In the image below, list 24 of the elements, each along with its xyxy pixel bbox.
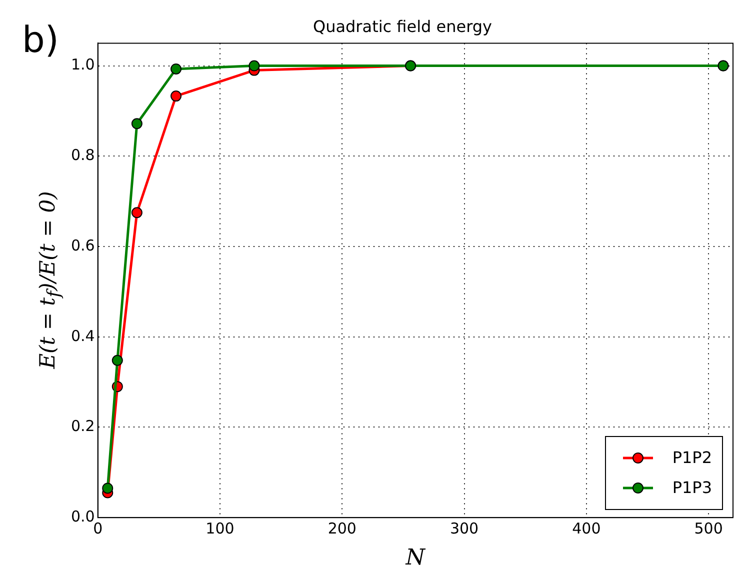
point — [170, 63, 182, 74]
y-tick-label: 0.2 — [70, 417, 95, 436]
y-tick-label: 0.4 — [70, 326, 95, 345]
x-tick-label: 400 — [572, 519, 601, 538]
point — [248, 60, 260, 72]
x-tick-label: 500 — [694, 519, 723, 538]
point — [131, 118, 142, 130]
point — [112, 354, 123, 366]
y-tick-label: 0.0 — [70, 507, 95, 526]
y-tick-label: 0.6 — [70, 236, 95, 254]
x-axis-title: N — [404, 546, 426, 571]
x-tick-label: 0 — [93, 519, 103, 538]
legend-label: P1P3 — [672, 478, 712, 498]
legend-label: P1P2 — [672, 448, 712, 468]
x-tick-label: 300 — [450, 519, 479, 538]
x-tick-label: 200 — [328, 519, 356, 538]
point — [102, 482, 114, 494]
point — [170, 90, 182, 102]
x-tick-label: 100 — [206, 519, 234, 538]
chart-title: Quadratic field energy — [312, 16, 492, 36]
y-tick-label: 0.8 — [70, 146, 95, 164]
y-tick-label: 1.0 — [70, 56, 95, 74]
point — [131, 207, 142, 218]
text: b) — [22, 20, 59, 61]
